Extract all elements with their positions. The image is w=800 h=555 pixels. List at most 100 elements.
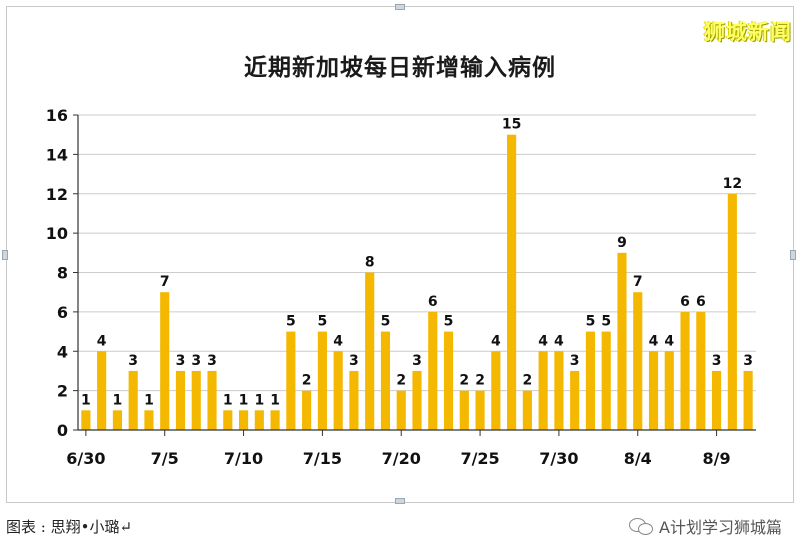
data-label: 1: [113, 392, 123, 408]
bar: [680, 311, 690, 430]
bar: [175, 370, 186, 430]
bar: [601, 331, 611, 430]
wechat-icon: [629, 516, 654, 536]
resize-handle-left[interactable]: [2, 250, 8, 260]
x-tick-label: 8/4: [624, 449, 652, 468]
data-label: 4: [97, 333, 107, 349]
data-label: 5: [286, 314, 296, 330]
data-label: 3: [712, 353, 722, 369]
bar: [128, 370, 138, 430]
bar: [349, 370, 359, 430]
x-tick-label: 7/25: [460, 449, 499, 468]
data-label: 2: [302, 373, 312, 389]
bar: [144, 410, 154, 430]
data-label: 3: [349, 353, 359, 369]
bar: [81, 410, 91, 430]
bar: [712, 370, 722, 430]
bar: [396, 390, 406, 430]
data-label: 5: [444, 314, 454, 330]
bar: [664, 351, 674, 430]
bar: [570, 370, 580, 430]
bar-layer: [81, 134, 753, 430]
y-tick-label: 6: [57, 303, 68, 322]
brand-watermark: 狮城新闻: [704, 20, 792, 44]
data-label: 1: [270, 392, 280, 408]
bar: [191, 370, 201, 430]
bar: [223, 410, 233, 430]
chart-credit: 图表 : 思翔•小璐↵: [6, 518, 133, 536]
bar: [112, 410, 122, 430]
resize-handle-top[interactable]: [395, 4, 405, 10]
bar: [475, 390, 485, 430]
y-tick-label: 8: [57, 264, 68, 283]
data-label: 3: [128, 353, 138, 369]
bar: [317, 331, 327, 430]
data-label: 9: [617, 235, 627, 251]
y-tick-label: 2: [57, 382, 68, 401]
bar: [302, 390, 312, 430]
bar: [633, 292, 643, 430]
bar: [648, 351, 659, 430]
y-tick-label: 14: [46, 145, 68, 164]
data-label: 4: [664, 333, 674, 349]
resize-handle-right[interactable]: [790, 250, 796, 260]
data-label: 2: [396, 373, 406, 389]
data-label: 5: [586, 314, 596, 330]
bar: [428, 311, 438, 430]
chart-title: 近期新加坡每日新增输入病例: [244, 55, 556, 81]
bar: [286, 331, 296, 430]
x-tick-label: 7/20: [382, 449, 421, 468]
resize-handle-bottom[interactable]: [395, 498, 405, 504]
data-label: 2: [459, 373, 469, 389]
data-label: 4: [538, 333, 548, 349]
bar: [554, 351, 564, 430]
data-label: 3: [191, 353, 201, 369]
bar: [617, 252, 627, 430]
data-label: 7: [160, 274, 170, 290]
y-tick-label: 16: [46, 106, 68, 125]
bar: [585, 331, 596, 430]
bar: [727, 193, 737, 430]
source-label: A计划学习狮城篇: [659, 518, 782, 537]
data-label: 6: [696, 294, 706, 310]
y-tick-label: 4: [57, 342, 68, 361]
data-label: 1: [81, 392, 91, 408]
bar: [380, 331, 391, 430]
bar: [459, 390, 469, 430]
x-tick-label: 7/10: [224, 449, 263, 468]
x-tick-label: 7/15: [303, 449, 342, 468]
bar: [160, 292, 170, 430]
data-label: 15: [502, 117, 521, 133]
x-tick-label: 7/5: [151, 449, 179, 468]
bar: [365, 272, 375, 430]
bar: [443, 331, 454, 430]
data-label: 3: [743, 353, 753, 369]
data-label: 3: [570, 353, 580, 369]
bar: [538, 351, 548, 430]
data-label: 1: [239, 392, 249, 408]
bar: [333, 351, 343, 430]
bar: [696, 311, 706, 430]
source-attribution: A计划学习狮城篇: [629, 514, 782, 538]
data-label: 5: [318, 314, 328, 330]
bar: [254, 410, 264, 430]
data-label: 4: [333, 333, 343, 349]
x-tick-label: 8/9: [703, 449, 731, 468]
bar: [743, 370, 753, 430]
data-label: 1: [144, 392, 154, 408]
data-label: 3: [176, 353, 186, 369]
bar: [491, 351, 501, 430]
y-tick-label: 12: [46, 185, 68, 204]
data-label: 4: [491, 333, 501, 349]
bar: [412, 370, 422, 430]
data-label: 8: [365, 255, 375, 271]
data-label: 5: [601, 314, 611, 330]
data-label: 6: [428, 294, 438, 310]
data-label: 2: [522, 373, 532, 389]
bar: [97, 351, 107, 430]
bar: [238, 410, 249, 430]
data-label: 2: [475, 373, 485, 389]
